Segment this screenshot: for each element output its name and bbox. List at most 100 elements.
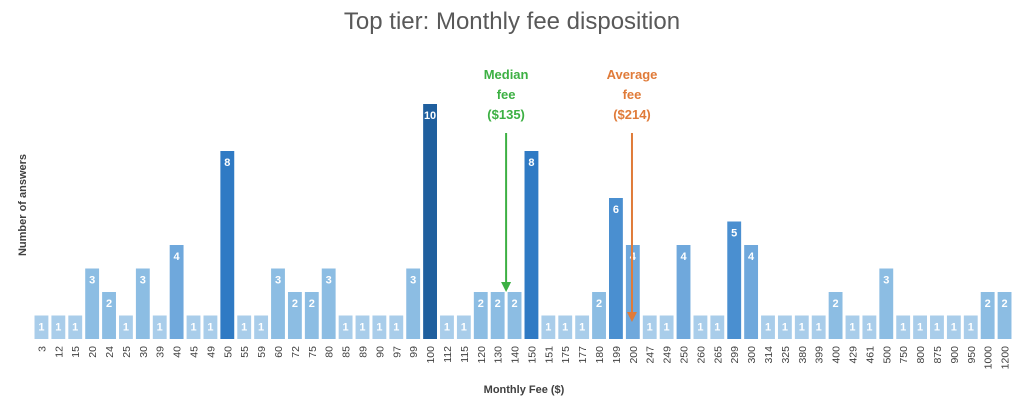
x-tick-20: 20 [87,346,99,358]
bar-400 [828,292,843,339]
data-label-250: 4 [680,251,687,263]
x-tick-750: 750 [898,346,910,364]
x-tick-250: 250 [679,346,691,364]
bar-177 [575,315,590,339]
data-label-99: 3 [410,275,416,287]
data-label-180: 2 [596,298,602,310]
bar-300 [744,245,759,339]
x-tick-1200: 1200 [1000,346,1012,370]
x-tick-180: 180 [594,346,606,364]
data-label-100: 10 [424,110,436,122]
x-tick-80: 80 [324,346,336,358]
bar-85 [338,315,353,339]
bar-250 [676,245,691,339]
average-annotation: Average fee ($214) [607,67,657,322]
bar-50 [220,151,235,339]
x-tick-260: 260 [695,346,707,364]
x-tick-199: 199 [611,346,623,364]
data-label-199: 6 [613,204,619,216]
bar-49 [203,315,218,339]
data-label-60: 3 [275,275,281,287]
annotation-line-1: fee [497,87,516,102]
x-tick-300: 300 [746,346,758,364]
annotation-arrow-head-icon [626,312,637,322]
x-tick-112: 112 [442,346,454,363]
x-tick-3: 3 [36,346,48,352]
bar-399 [811,315,826,339]
bar-90 [372,315,387,339]
x-tick-15: 15 [70,346,82,358]
x-tick-59: 59 [256,346,268,358]
data-label-45: 1 [190,322,196,334]
x-tick-55: 55 [239,346,251,358]
data-label-3: 1 [38,322,44,334]
x-tick-89: 89 [357,346,369,358]
data-label-875: 1 [934,322,940,334]
x-tick-247: 247 [645,346,657,364]
x-tick-325: 325 [780,346,792,364]
data-label-40: 4 [174,251,181,263]
x-tick-151: 151 [543,346,555,364]
median-annotation: Median fee ($135) [484,67,529,292]
bar-875 [930,315,944,339]
bars-layer [34,104,1012,339]
bar-1200 [997,292,1012,339]
data-label-314: 1 [765,322,771,334]
bar-175 [558,315,573,339]
data-label-750: 1 [900,322,906,334]
data-label-49: 1 [207,322,213,334]
bar-150 [524,151,539,339]
bar-120 [473,292,488,339]
data-label-249: 1 [664,322,670,334]
annotation-line-0: Median [484,67,529,82]
data-label-399: 1 [816,322,822,334]
data-label-140: 2 [511,298,517,310]
x-tick-299: 299 [729,346,741,364]
x-ticks-layer: 3 12 15 20 24 25 30 39 40 45 49 50 55 59 60 72 75 80 85 89 9… [36,346,1011,370]
x-tick-950: 950 [966,346,978,364]
data-label-55: 1 [241,322,247,334]
data-label-1200: 2 [1001,298,1007,310]
bar-115 [456,315,471,339]
data-label-325: 1 [782,322,788,334]
annotation-line-2: ($214) [613,107,651,122]
bar-299 [727,221,742,339]
bar-429 [845,315,860,339]
bar-314 [761,315,775,339]
bar-12 [51,315,66,339]
bar-151 [541,315,556,339]
x-tick-85: 85 [341,346,353,358]
x-tick-115: 115 [459,346,471,363]
bar-60 [271,268,285,339]
x-tick-400: 400 [831,346,843,364]
annotation-arrow-head-icon [501,282,512,292]
data-label-500: 3 [883,275,889,287]
data-label-265: 1 [714,322,720,334]
x-tick-100: 100 [425,346,437,364]
bar-55 [237,315,252,339]
x-tick-49: 49 [205,346,217,358]
bar-249 [659,315,674,339]
annotations-layer: Median fee ($135) Average fee ($214) [484,67,657,322]
bar-24 [102,292,116,339]
data-label-120: 2 [478,298,484,310]
bar-112 [440,315,454,339]
x-tick-97: 97 [391,346,403,358]
x-tick-39: 39 [155,346,167,358]
data-label-80: 3 [326,275,332,287]
data-label-175: 1 [562,322,568,334]
data-label-112: 1 [444,322,450,334]
data-label-200: 4 [630,251,637,263]
bar-260 [693,315,708,339]
bar-3 [34,315,49,339]
x-tick-1000: 1000 [983,346,995,370]
bar-59 [254,315,269,339]
bar-130 [490,292,505,339]
bar-40 [169,245,184,339]
data-label-90: 1 [376,322,382,334]
x-tick-120: 120 [476,346,488,364]
x-tick-800: 800 [915,346,927,364]
bar-20 [85,268,100,339]
data-label-115: 1 [461,322,467,334]
x-tick-99: 99 [408,346,420,358]
